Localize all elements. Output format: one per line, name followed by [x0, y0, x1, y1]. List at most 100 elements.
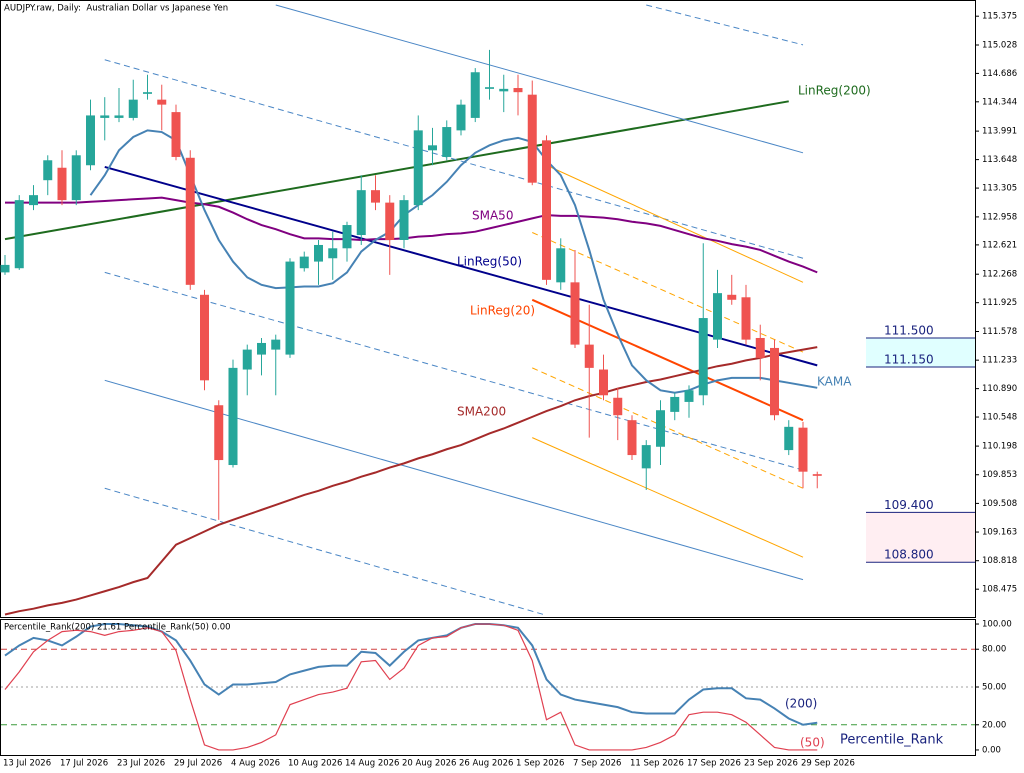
candle-body: [299, 256, 309, 269]
x-tick-label: 13 Jul 2026: [3, 759, 51, 769]
candle-body: [784, 426, 794, 451]
y-tick-label: 20.00: [982, 720, 1006, 730]
candle-body: [584, 344, 594, 368]
candle-body: [428, 145, 437, 151]
candle-body: [770, 347, 779, 416]
y-tick-label: 110.548: [982, 413, 1017, 423]
candle-body: [641, 445, 651, 469]
y-tick-label: 114.344: [982, 97, 1017, 107]
candle-body: [385, 202, 395, 240]
candle-body: [128, 99, 138, 118]
candle-body: [798, 427, 808, 472]
candle-body: [171, 112, 181, 157]
y-tick-label: 114.686: [982, 69, 1017, 79]
candle-body: [14, 200, 24, 269]
candle-body: [399, 200, 409, 240]
candle-body: [485, 87, 494, 89]
y-tick-label: 109.163: [982, 528, 1017, 538]
candle-body: [114, 115, 124, 118]
y-tick-label: 80.00: [982, 645, 1006, 655]
y-tick-label: 50.00: [982, 683, 1006, 693]
candle-body: [698, 318, 708, 396]
x-tick-label: 7 Sep 2026: [573, 759, 621, 769]
candle-body: [755, 337, 765, 358]
line-label: LinReg(20): [470, 304, 535, 318]
y-tick-label: 112.958: [982, 212, 1017, 222]
level-label: 109.400: [884, 498, 934, 512]
legend-label: (50): [800, 736, 825, 750]
candle-body: [0, 264, 10, 273]
level-label: 111.500: [884, 323, 934, 337]
candle-body: [570, 282, 580, 345]
trend-line: [104, 59, 804, 259]
candle-body: [57, 167, 67, 201]
candle-body: [812, 474, 822, 476]
x-tick-label: 23 Sep 2026: [744, 759, 798, 769]
trend-line: [4, 100, 789, 241]
candle-body: [242, 349, 252, 370]
candle-body: [71, 155, 81, 201]
x-tick-label: 29 Jul 2026: [174, 759, 222, 769]
trend-line: [546, 164, 804, 283]
trend-line: [275, 4, 804, 154]
candle-body: [314, 244, 323, 262]
y-tick-label: 108.818: [982, 556, 1017, 566]
level-label: 111.150: [884, 353, 934, 367]
y-tick-label: 0.00: [982, 745, 1001, 755]
candle-body: [356, 190, 366, 236]
y-tick-label: 112.621: [982, 240, 1017, 250]
candle-body: [271, 339, 281, 350]
candle-body: [513, 88, 523, 93]
candle-body: [29, 195, 38, 206]
candle-body: [741, 297, 751, 340]
x-tick-label: 26 Aug 2026: [459, 759, 513, 769]
y-tick-label: 111.578: [982, 327, 1017, 337]
y-tick-label: 110.198: [982, 442, 1017, 452]
candle-body: [727, 294, 737, 300]
trend-line: [104, 271, 804, 471]
y-tick-label: 109.853: [982, 470, 1017, 480]
candle-body: [542, 140, 551, 280]
y-tick-label: 112.268: [982, 270, 1017, 280]
y-tick-label: 111.233: [982, 356, 1017, 366]
level-label: 108.800: [884, 548, 934, 562]
candle-body: [342, 225, 352, 249]
candle-body: [328, 248, 338, 259]
y-tick-label: 113.991: [982, 127, 1017, 137]
x-tick-label: 4 Aug 2026: [231, 759, 280, 769]
trend-line: [104, 165, 818, 367]
y-tick-label: 113.305: [982, 184, 1017, 194]
candle-body: [285, 261, 295, 355]
y-tick-label: 110.890: [982, 384, 1017, 394]
line-label: SMA50: [472, 209, 513, 223]
candle-body: [43, 160, 53, 181]
candle-body: [684, 390, 694, 402]
x-tick-label: 11 Sep 2026: [630, 759, 684, 769]
x-tick-label: 17 Jul 2026: [60, 759, 108, 769]
candle-body: [470, 72, 480, 118]
candle-body: [86, 115, 95, 166]
candle-body: [100, 115, 110, 118]
candle-body: [257, 342, 266, 355]
y-tick-label: 109.508: [982, 499, 1017, 509]
trend-line: [104, 487, 547, 616]
y-tick-label: 113.648: [982, 155, 1017, 165]
candle-body: [157, 99, 167, 105]
candle-body: [371, 190, 380, 203]
candle-body: [613, 397, 623, 416]
indicator-line: [4, 623, 818, 726]
panel-annotation: Percentile_Rank: [840, 733, 944, 748]
y-tick-label: 100.00: [982, 620, 1012, 630]
x-tick-label: 17 Sep 2026: [687, 759, 741, 769]
trend-line: [532, 437, 804, 558]
line-label: SMA200: [457, 405, 506, 419]
y-tick-label: 115.375: [982, 12, 1017, 22]
candle-body: [670, 396, 680, 412]
candle-body: [413, 130, 423, 206]
candle-body: [214, 405, 224, 461]
indicator-line: [4, 623, 818, 751]
indicator-line: [4, 346, 818, 616]
candle-body: [556, 248, 566, 283]
